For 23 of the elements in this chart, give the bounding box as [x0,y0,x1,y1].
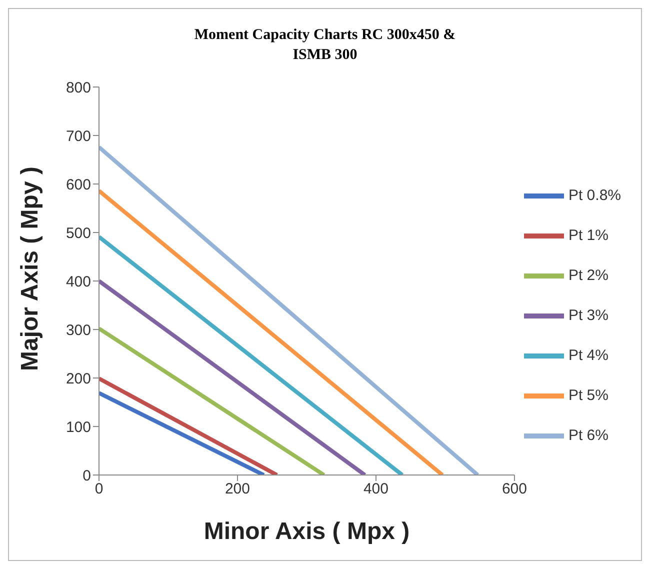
legend-label: Pt 4% [568,346,608,364]
legend-label: Pt 6% [568,426,608,444]
x-axis-title: Minor Axis ( Mpx ) [204,518,410,545]
x-tick-label: 200 [224,480,250,498]
y-tick-label: 600 [66,176,91,194]
chart-title: Moment Capacity Charts RC 300x450 & ISMB 300 [193,26,457,65]
y-tick-label: 700 [66,128,91,145]
legend-label: Pt 3% [568,306,608,324]
y-tick-label: 500 [66,224,91,242]
y-axis-title: Major Axis ( Mpy ) [16,166,44,371]
legend-label: Pt 2% [568,266,608,284]
legend-label: Pt 0.8% [568,186,621,204]
x-tick-label: 400 [363,480,388,498]
y-tick-label: 800 [66,79,91,96]
legend-label: Pt 5% [568,386,608,404]
y-tick-label: 100 [66,418,91,436]
legend-label: Pt 1% [568,226,608,244]
y-tick-label: 0 [82,467,91,484]
y-tick-label: 200 [66,370,91,388]
y-tick-label: 400 [66,273,91,290]
y-tick-label: 300 [66,322,91,339]
x-tick-label: 600 [502,480,527,498]
x-tick-label: 0 [94,480,104,498]
